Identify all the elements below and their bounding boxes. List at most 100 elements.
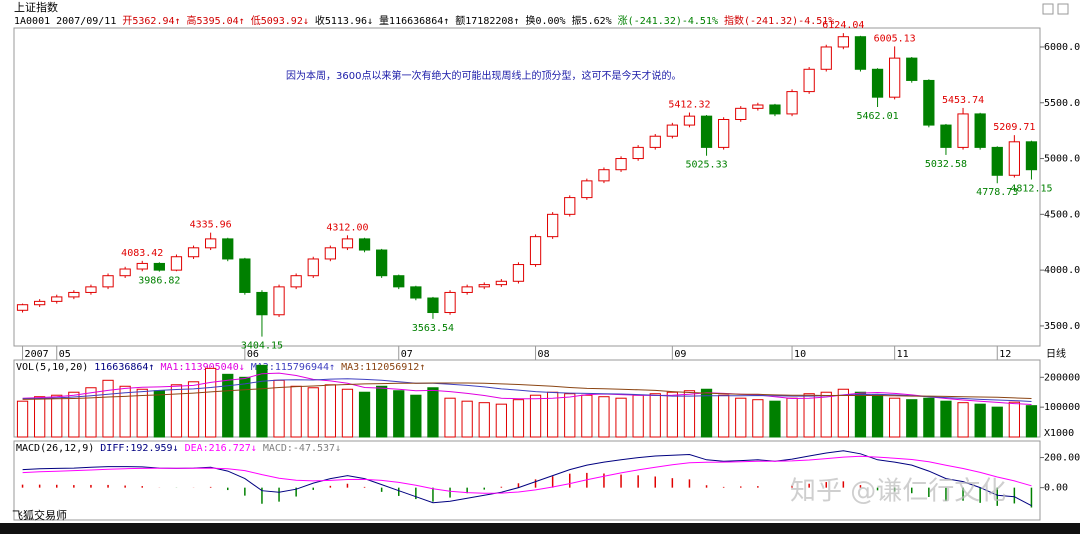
candle-body bbox=[495, 280, 507, 286]
candle-body bbox=[461, 286, 473, 293]
volume-bar bbox=[923, 397, 935, 438]
volume-bar bbox=[34, 396, 46, 438]
panel-header: VOL(5,10,20) 116636864↑ MA1:113905040↓ MA2:… bbox=[16, 362, 425, 373]
legend-entry: MA3:112056912↑ bbox=[341, 362, 425, 373]
info-item: 量116636864↑ bbox=[379, 15, 449, 27]
candle-body bbox=[598, 169, 610, 182]
candle-body bbox=[649, 135, 661, 148]
volume-bar bbox=[906, 399, 918, 438]
candle-body bbox=[803, 68, 815, 93]
candle-body bbox=[632, 146, 644, 160]
candle-body bbox=[769, 104, 781, 115]
candle-body bbox=[102, 275, 114, 288]
watermark: 知乎 @谦仁行文化 bbox=[790, 477, 1006, 507]
volume-bar bbox=[393, 390, 405, 438]
point-label: 3986.82 bbox=[138, 276, 180, 287]
volume-bar bbox=[615, 397, 627, 438]
x-tick-label: 08 bbox=[538, 349, 550, 360]
x-tick-label: 11 bbox=[897, 349, 909, 360]
candle-body bbox=[341, 238, 354, 249]
volume-bar bbox=[786, 397, 798, 438]
candle-body bbox=[119, 268, 131, 277]
point-label: 5032.58 bbox=[925, 159, 967, 170]
candle-body bbox=[376, 249, 388, 277]
window-icon[interactable] bbox=[1057, 3, 1069, 15]
volume-bar bbox=[51, 394, 63, 438]
candle-body bbox=[615, 158, 627, 171]
annotation: 因为本周，3600点以来第一次有绝大的可能出现周线上的顶分型，这可不是今天才说的… bbox=[286, 69, 681, 82]
volume-bar bbox=[239, 376, 251, 438]
x-tick-label: 07 bbox=[401, 349, 413, 360]
y-tick-label: 5500.00 bbox=[1044, 98, 1080, 109]
candle-body bbox=[444, 291, 456, 314]
candle-body bbox=[666, 124, 678, 137]
volume-bar bbox=[102, 379, 114, 438]
panel-title: MACD(26,12,9) bbox=[16, 443, 94, 454]
volume-bar bbox=[803, 393, 815, 438]
candle-body bbox=[85, 286, 97, 293]
point-label: 4778.73 bbox=[976, 187, 1018, 198]
candle-body bbox=[854, 36, 867, 70]
y-tick-label: 200.00 bbox=[1044, 453, 1080, 464]
volume-bar bbox=[153, 390, 165, 438]
candle-body bbox=[837, 36, 849, 48]
volume-bar bbox=[324, 384, 336, 438]
legend-entry: MA2:115796944↑ bbox=[251, 362, 335, 373]
volume-bar bbox=[85, 387, 97, 438]
y-tick-label: 3500.00 bbox=[1044, 321, 1080, 332]
panel-header: MACD(26,12,9) DIFF:192.959↓ DEA:216.727↓ MA… bbox=[16, 443, 341, 454]
x-tick-label: 10 bbox=[794, 349, 806, 360]
candle-body bbox=[957, 113, 969, 148]
candle-body bbox=[358, 238, 371, 251]
candle-body bbox=[718, 118, 730, 148]
candle-body bbox=[307, 258, 319, 277]
volume-bar bbox=[273, 379, 285, 438]
y-tick-label: 200000 bbox=[1044, 372, 1080, 383]
volume-bar bbox=[478, 402, 490, 438]
volume-bar bbox=[871, 394, 884, 438]
volume-bar bbox=[119, 385, 131, 438]
point-label: 3563.54 bbox=[412, 323, 454, 334]
volume-bar bbox=[376, 385, 388, 438]
candle-body bbox=[871, 68, 884, 98]
candle-body bbox=[222, 238, 234, 260]
candle-body bbox=[752, 104, 764, 109]
series-line bbox=[22, 455, 1032, 494]
point-label: 6124.04 bbox=[822, 20, 864, 31]
point-label: 4812.15 bbox=[1010, 184, 1052, 195]
candle-body bbox=[153, 262, 165, 271]
info-item: 振5.62% bbox=[572, 14, 612, 27]
info-item: 指数(-241.32)-4.51% bbox=[724, 14, 834, 27]
volume-bar bbox=[564, 393, 576, 438]
window-icon[interactable] bbox=[1042, 3, 1054, 15]
candle-body bbox=[974, 113, 986, 148]
candle-body bbox=[940, 124, 952, 148]
info-item: 换0.00% bbox=[525, 14, 565, 27]
candle-body bbox=[683, 115, 696, 126]
footer: 飞狐交易师 bbox=[12, 508, 67, 522]
volume-bar bbox=[649, 393, 661, 438]
volume-bar bbox=[666, 391, 678, 438]
x-tick-label: 2007 bbox=[25, 349, 49, 360]
candle-body bbox=[324, 247, 336, 260]
volume-bar bbox=[974, 403, 986, 438]
candle-body bbox=[1008, 141, 1020, 176]
volume-bar bbox=[187, 381, 200, 438]
candle-body bbox=[68, 291, 80, 298]
candle-body bbox=[923, 79, 935, 126]
y-tick-label: 100000 bbox=[1044, 402, 1080, 413]
volume-bar bbox=[837, 388, 849, 438]
y-tick-label: 4500.00 bbox=[1044, 209, 1080, 220]
candle-body bbox=[478, 284, 490, 288]
volume-bar bbox=[136, 388, 148, 438]
legend-entry: MA1:113905040↓ bbox=[160, 362, 244, 373]
volume-bar bbox=[820, 391, 832, 438]
volume-bar bbox=[256, 364, 268, 438]
volume-bar bbox=[752, 399, 764, 438]
volume-bar bbox=[547, 391, 559, 438]
candle-body bbox=[410, 286, 422, 299]
volume-bar bbox=[991, 406, 1003, 438]
volume-bar bbox=[170, 384, 183, 438]
